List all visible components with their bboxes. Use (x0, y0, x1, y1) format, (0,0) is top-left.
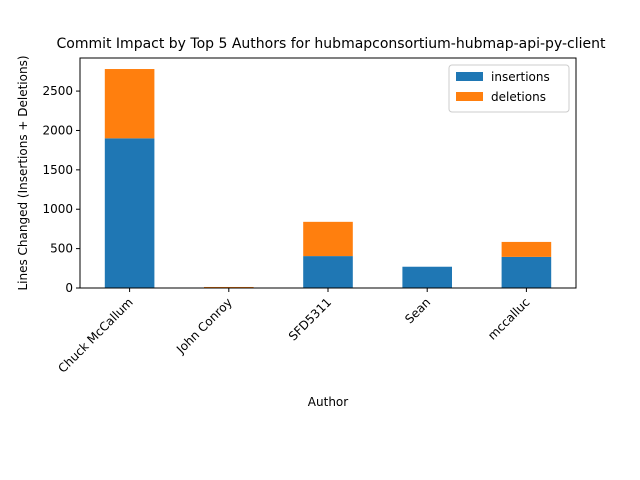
legend-swatch-deletions (456, 92, 483, 101)
x-tick-label-1: John Conroy (173, 295, 235, 357)
bar-deletions-2 (303, 221, 353, 257)
x-tick-label-3: Sean (402, 295, 433, 326)
bar-deletions-0 (104, 69, 155, 139)
y-tick-label-1: 500 (50, 242, 73, 256)
y-tick-label-3: 1500 (42, 163, 73, 177)
bar-deletions-4 (501, 241, 552, 257)
y-tick-label-5: 2500 (42, 84, 73, 98)
bar-insertions-0 (104, 138, 155, 288)
bars-group (104, 69, 552, 288)
x-tick-label-2: SFD5311 (286, 295, 334, 343)
legend-label-insertions: insertions (491, 70, 550, 84)
y-tick-label-2: 1000 (42, 202, 73, 216)
legend: insertions deletions (448, 64, 570, 113)
x-tick-label-4: mccalluc (485, 295, 532, 342)
y-axis: 0 500 1000 1500 2000 2500 (42, 84, 80, 295)
bar-insertions-4 (501, 256, 552, 288)
x-axis-label: Author (308, 395, 348, 409)
y-tick-label-4: 2000 (42, 123, 73, 137)
chart-title: Commit Impact by Top 5 Authors for hubma… (56, 36, 606, 52)
y-tick-label-0: 0 (65, 281, 73, 295)
bar-insertions-2 (303, 256, 353, 288)
x-axis: Chuck McCallum John Conroy SFD5311 Sean mcca… (55, 288, 533, 376)
bar-deletions-1 (204, 286, 254, 288)
x-tick-label-0: Chuck McCallum (55, 295, 135, 375)
legend-swatch-insertions (456, 72, 483, 81)
bar-insertions-3 (402, 266, 452, 288)
legend-label-deletions: deletions (491, 90, 546, 104)
y-axis-label: Lines Changed (Insertions + Deletions) (16, 55, 30, 290)
